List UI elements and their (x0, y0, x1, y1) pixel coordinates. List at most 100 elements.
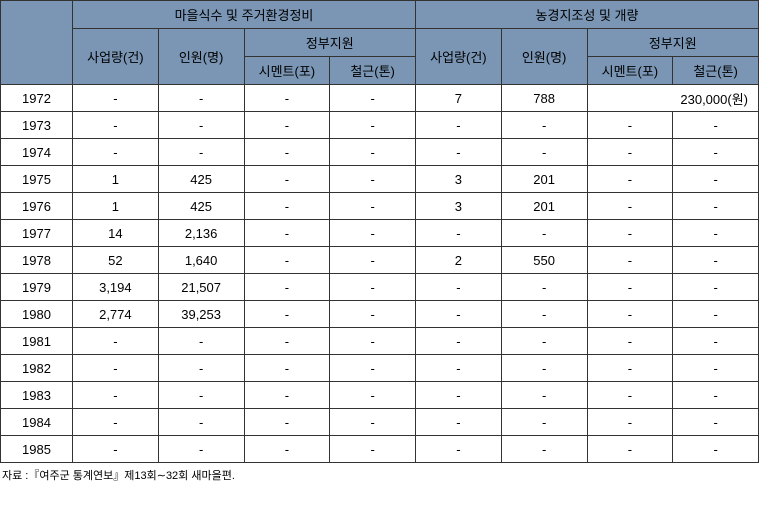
g1-biz-cell: - (73, 409, 159, 436)
table-body: 1972----7788230,000(원)1973--------1974--… (1, 85, 759, 463)
g2-people-cell: - (501, 274, 587, 301)
g1-gov-header: 정부지원 (244, 29, 416, 57)
g2-rebar-cell: - (673, 193, 759, 220)
year-cell: 1979 (1, 274, 73, 301)
g2-rebar-cell: - (673, 166, 759, 193)
table-header: 마을식수 및 주거환경정비 농경지조성 및 개량 사업량(건) 인원(명) 정부… (1, 1, 759, 85)
g2-rebar-cell: - (673, 301, 759, 328)
g1-cement-cell: - (244, 355, 330, 382)
table-row: 1978521,640--2550-- (1, 247, 759, 274)
g2-cement-cell: - (587, 328, 673, 355)
g1-rebar-cell: - (330, 355, 416, 382)
g1-rebar-cell: - (330, 166, 416, 193)
table-row: 19802,77439,253------ (1, 301, 759, 328)
g1-people-header: 인원(명) (158, 29, 244, 85)
table-row: 1982-------- (1, 355, 759, 382)
g2-people-cell: - (501, 301, 587, 328)
col-year-blank (1, 1, 73, 85)
g1-cement-cell: - (244, 301, 330, 328)
g1-cement-cell: - (244, 382, 330, 409)
g1-biz-cell: 3,194 (73, 274, 159, 301)
year-cell: 1977 (1, 220, 73, 247)
year-cell: 1982 (1, 355, 73, 382)
g1-rebar-cell: - (330, 274, 416, 301)
g2-rebar-cell: - (673, 220, 759, 247)
g1-biz-cell: 1 (73, 166, 159, 193)
year-cell: 1974 (1, 139, 73, 166)
table-row: 1984-------- (1, 409, 759, 436)
g1-people-cell: - (158, 436, 244, 463)
g1-biz-cell: 52 (73, 247, 159, 274)
g2-biz-cell: 3 (416, 166, 502, 193)
g2-cement-header: 시멘트(포) (587, 57, 673, 85)
g1-people-cell: 425 (158, 193, 244, 220)
g2-biz-cell: 7 (416, 85, 502, 112)
g2-cement-cell: - (587, 382, 673, 409)
g2-biz-cell: - (416, 436, 502, 463)
g2-rebar-header: 철근(톤) (673, 57, 759, 85)
year-cell: 1984 (1, 409, 73, 436)
table-row: 19793,19421,507------ (1, 274, 759, 301)
g2-biz-cell: - (416, 355, 502, 382)
g1-biz-cell: - (73, 355, 159, 382)
year-cell: 1981 (1, 328, 73, 355)
table-row: 19751425--3201-- (1, 166, 759, 193)
g1-rebar-cell: - (330, 220, 416, 247)
g2-merged-cell: 230,000(원) (587, 85, 759, 112)
table-row: 1981-------- (1, 328, 759, 355)
g2-biz-cell: - (416, 112, 502, 139)
table-row: 1972----7788230,000(원) (1, 85, 759, 112)
g2-rebar-cell: - (673, 247, 759, 274)
g1-biz-cell: - (73, 85, 159, 112)
g2-people-cell: - (501, 139, 587, 166)
g2-rebar-cell: - (673, 355, 759, 382)
g2-people-cell: - (501, 112, 587, 139)
g1-biz-cell: 14 (73, 220, 159, 247)
g1-people-cell: - (158, 355, 244, 382)
g2-rebar-cell: - (673, 409, 759, 436)
g2-biz-cell: 3 (416, 193, 502, 220)
g2-rebar-cell: - (673, 274, 759, 301)
g1-biz-cell: - (73, 382, 159, 409)
g1-biz-cell: - (73, 112, 159, 139)
g1-people-cell: - (158, 328, 244, 355)
g1-biz-cell: - (73, 328, 159, 355)
g1-cement-cell: - (244, 85, 330, 112)
g1-rebar-cell: - (330, 139, 416, 166)
g1-biz-cell: 2,774 (73, 301, 159, 328)
g1-cement-cell: - (244, 112, 330, 139)
g2-people-cell: - (501, 328, 587, 355)
table-row: 1985-------- (1, 436, 759, 463)
year-cell: 1980 (1, 301, 73, 328)
g2-rebar-cell: - (673, 112, 759, 139)
g2-biz-header: 사업량(건) (416, 29, 502, 85)
g2-cement-cell: - (587, 139, 673, 166)
g2-rebar-cell: - (673, 436, 759, 463)
footnote: 자료 :『여주군 통계연보』제13회∼32회 새마을편. (0, 463, 759, 487)
year-cell: 1972 (1, 85, 73, 112)
g2-rebar-cell: - (673, 382, 759, 409)
g1-cement-cell: - (244, 247, 330, 274)
g1-rebar-cell: - (330, 409, 416, 436)
g2-people-cell: 788 (501, 85, 587, 112)
g2-biz-cell: - (416, 220, 502, 247)
g2-people-cell: - (501, 355, 587, 382)
g2-people-header: 인원(명) (501, 29, 587, 85)
g2-people-cell: - (501, 382, 587, 409)
g1-people-cell: - (158, 85, 244, 112)
year-cell: 1978 (1, 247, 73, 274)
g1-people-cell: 39,253 (158, 301, 244, 328)
g1-people-cell: - (158, 139, 244, 166)
g1-biz-cell: - (73, 139, 159, 166)
g1-rebar-cell: - (330, 193, 416, 220)
g1-cement-cell: - (244, 220, 330, 247)
year-cell: 1973 (1, 112, 73, 139)
g1-people-cell: - (158, 382, 244, 409)
g2-cement-cell: - (587, 112, 673, 139)
g2-cement-cell: - (587, 301, 673, 328)
year-cell: 1983 (1, 382, 73, 409)
table-row: 19761425--3201-- (1, 193, 759, 220)
g1-cement-cell: - (244, 328, 330, 355)
g2-biz-cell: - (416, 139, 502, 166)
g1-people-cell: 425 (158, 166, 244, 193)
